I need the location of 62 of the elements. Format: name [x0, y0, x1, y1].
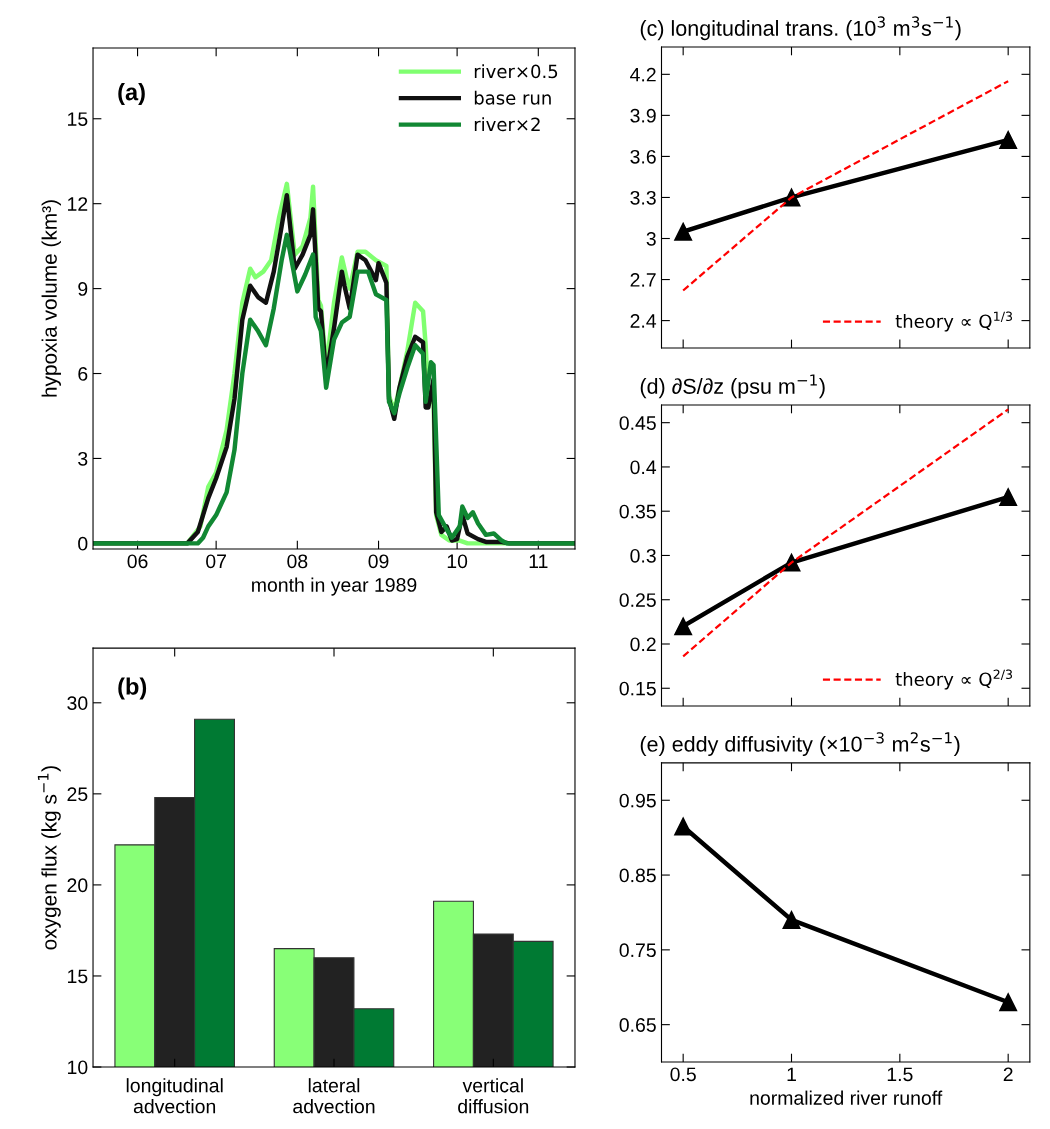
x-tick-label: longitudinal advection: [126, 1078, 223, 1114]
y-tick-label: 3.9: [630, 108, 656, 123]
legend-label: base run: [474, 90, 551, 105]
y-axis-title: hypoxia volume (km³): [41, 200, 61, 397]
y-tick-label: 0.35: [619, 504, 656, 519]
annotation: (b): [118, 677, 147, 700]
y-tick-label: 0.15: [619, 681, 656, 696]
point: [999, 993, 1018, 1012]
x-tick-label: lateral advection: [293, 1078, 375, 1114]
y-tick-label: 0.95: [619, 793, 656, 808]
x-tick-label: 1: [787, 1067, 796, 1081]
x-tick-label: 09: [368, 554, 389, 569]
chart-title: (d) ∂S/∂z (psu m$^{−1}$): [640, 374, 825, 399]
x-tick-label: 1.5: [887, 1067, 913, 1082]
x-tick-label: 08: [287, 554, 308, 569]
y-tick-label: 0: [78, 536, 88, 551]
y-tick-label: 15: [68, 969, 88, 984]
x-tick-label: 2: [1003, 1067, 1013, 1081]
y-tick-label: 0.25: [619, 593, 656, 607]
legend-label: river×2: [474, 117, 540, 132]
legend-label: river×0.5: [474, 64, 558, 79]
y-tick-label: 2.7: [630, 273, 656, 287]
y-tick-label: 20: [67, 878, 88, 893]
y-tick-label: 25: [67, 787, 88, 802]
x-tick-label: 10: [447, 554, 468, 569]
x-tick-label: 0.5: [670, 1067, 696, 1082]
y-tick-label: 3: [78, 451, 88, 466]
x-tick-label: 11: [529, 554, 548, 568]
x-tick-label: 07: [206, 554, 226, 569]
x-tick-label: vertical diffusion: [458, 1078, 529, 1114]
chart-title: (e) eddy diffusivity (×10$^{−3}$ m$^{2}$s$^{−1}$): [640, 732, 960, 757]
y-tick-label: 3.6: [630, 149, 656, 164]
y-tick-label: 0.65: [619, 1018, 656, 1032]
y-tick-label: 4.2: [630, 67, 656, 82]
chart-title: (c) longitudinal trans. (10$^{3}$ m$^{3}$s$^{−1}$): [640, 16, 961, 41]
y-tick-label: 0.45: [619, 416, 656, 430]
point: [782, 910, 801, 929]
point: [999, 488, 1018, 507]
point: [674, 617, 693, 636]
y-tick-label: 2.4: [630, 314, 657, 328]
y-tick-label: 0.75: [619, 943, 656, 958]
x-axis-title: month in year 1989: [252, 577, 417, 596]
point: [999, 130, 1018, 150]
y-tick-label: 15: [68, 112, 88, 126]
legend-label: theory ∝ Q$^{1/3}$: [895, 311, 1013, 332]
x-axis-title: normalized river runoff: [750, 1090, 943, 1105]
y-tick-label: 0.2: [630, 637, 656, 652]
y-tick-label: 0.4: [630, 460, 657, 475]
x-tick-label: 06: [127, 554, 148, 569]
y-tick-label: 12: [68, 197, 88, 211]
y-tick-label: 3: [646, 231, 656, 246]
point: [674, 817, 693, 836]
y-tick-label: 3.3: [630, 190, 656, 205]
y-tick-label: 6: [78, 366, 88, 381]
point: [674, 222, 693, 241]
y-tick-label: 30: [67, 696, 88, 711]
y-tick-label: 0.85: [619, 868, 656, 883]
y-tick-label: 0.3: [630, 548, 656, 563]
annotation: (a): [118, 83, 145, 106]
legend-label: theory ∝ Q$^{2/3}$: [895, 669, 1013, 690]
y-tick-label: 9: [78, 282, 88, 296]
y-axis-title: oxygen flux (kg s$^{−1}$): [37, 766, 61, 950]
